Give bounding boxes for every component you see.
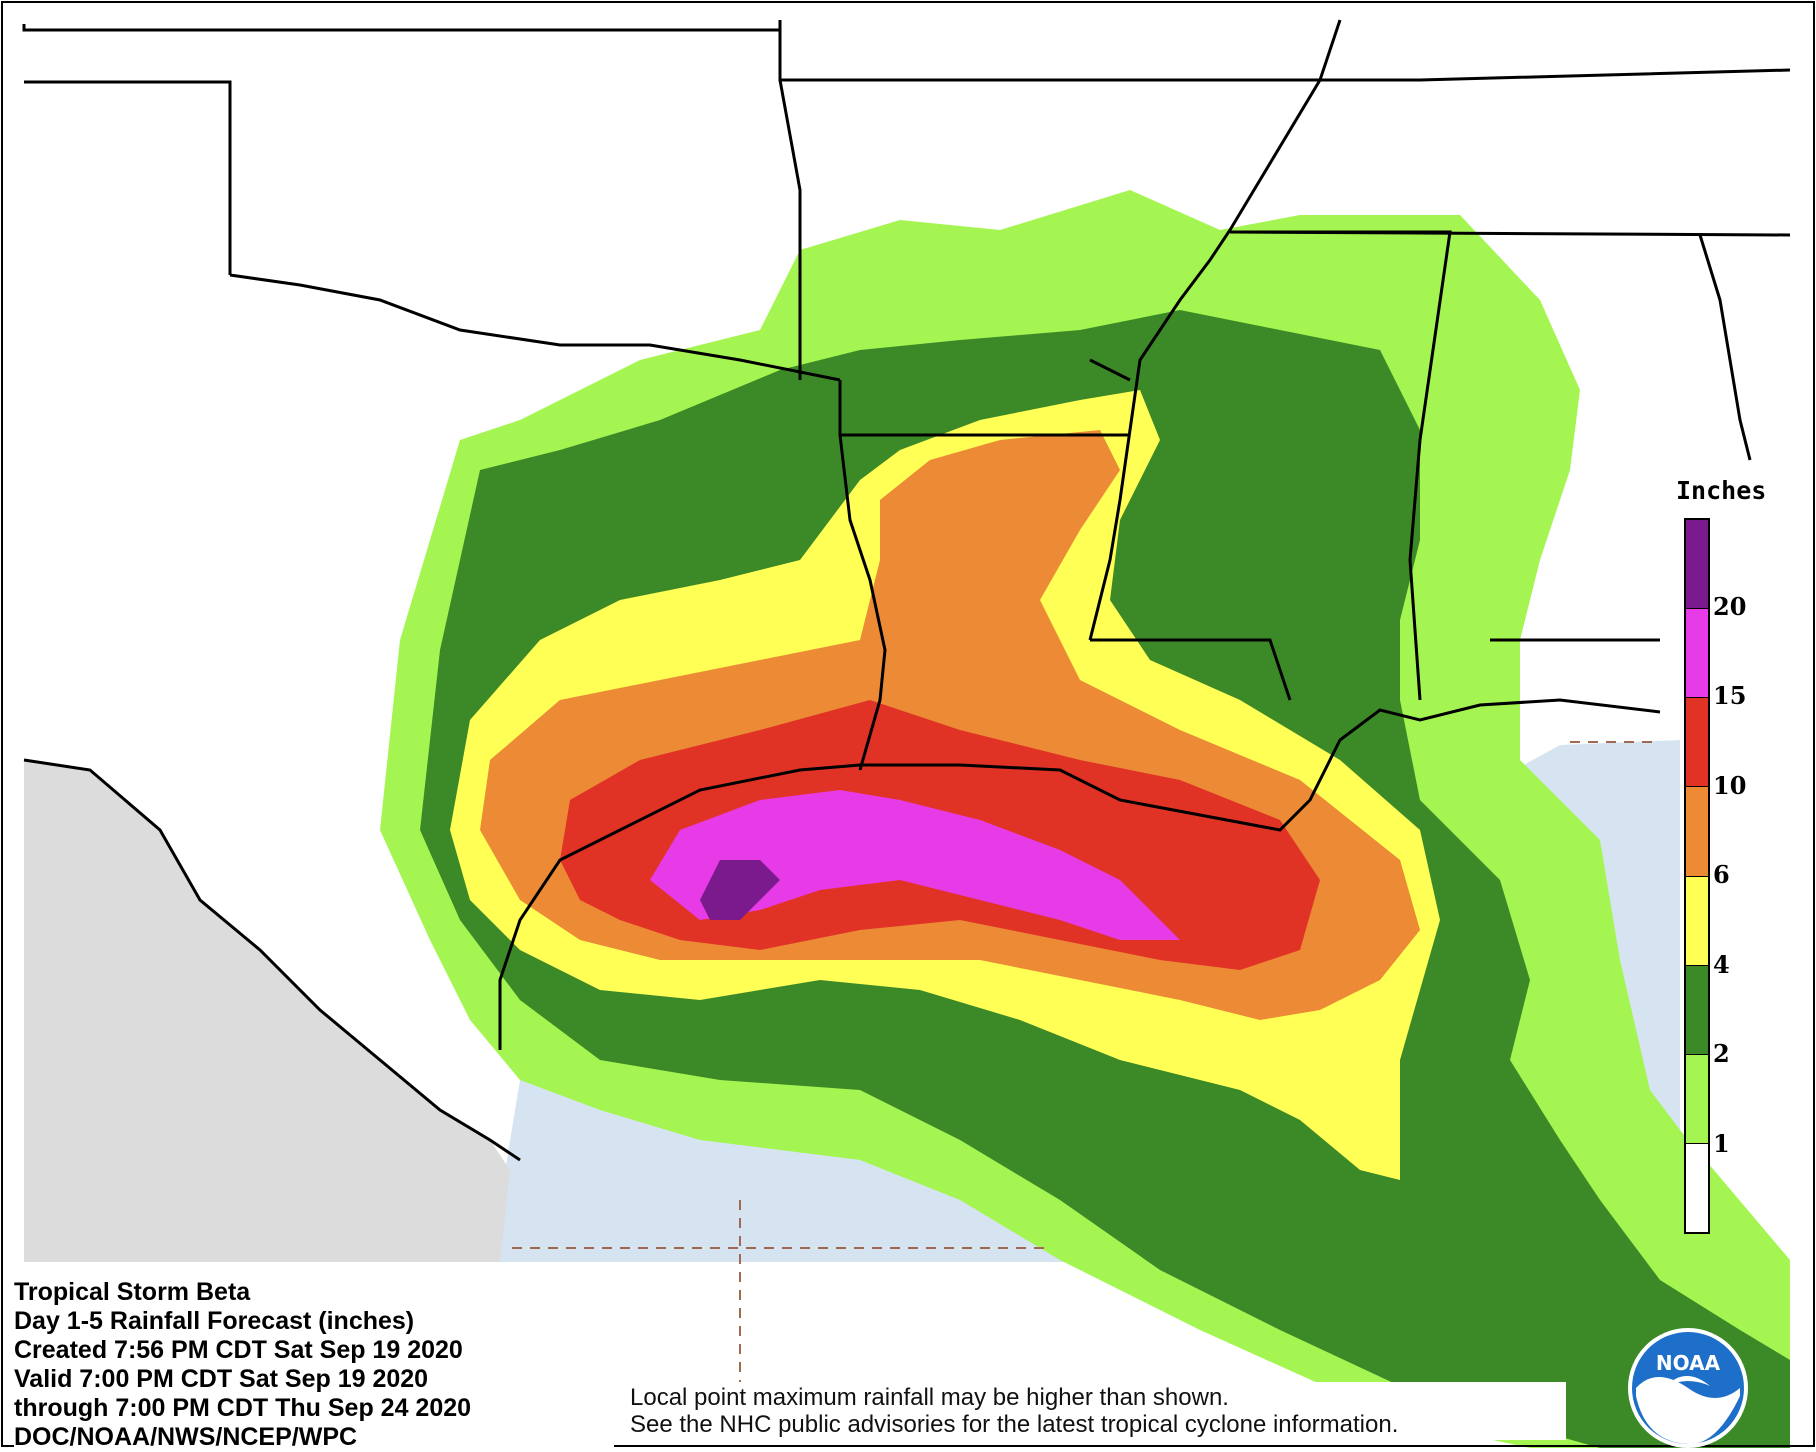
contour-15in bbox=[650, 790, 1180, 940]
boundary-ar-la bbox=[838, 434, 887, 771]
valid-start: Valid 7:00 PM CDT Sat Sep 19 2020 bbox=[14, 1365, 429, 1393]
valid-end: through 7:00 PM CDT Thu Sep 24 2020 bbox=[14, 1394, 472, 1422]
boundary-ok-north bbox=[24, 80, 232, 275]
state-boundaries bbox=[22, 19, 1791, 1162]
legend-swatch bbox=[1686, 876, 1708, 966]
legend-swatch bbox=[1686, 1054, 1708, 1144]
legend-tick-label: 6 bbox=[1713, 860, 1730, 889]
mexico-region bbox=[24, 760, 510, 1262]
legend-swatch bbox=[1686, 609, 1708, 699]
legend-tick-label: 20 bbox=[1713, 591, 1747, 621]
legend-tick-label: 10 bbox=[1713, 770, 1747, 800]
boundary-ar-ms-east bbox=[1089, 358, 1131, 382]
boundary-red-river bbox=[229, 273, 841, 382]
created-time: Created 7:56 PM CDT Sat Sep 19 2020 bbox=[14, 1336, 463, 1364]
forecast-type: Day 1-5 Rainfall Forecast (inches) bbox=[14, 1307, 415, 1335]
mexico-border bbox=[23, 758, 521, 1162]
boundary-ks-ok bbox=[22, 24, 780, 32]
legend-swatch bbox=[1686, 1143, 1708, 1232]
disclaimer: Local point maximum rainfall may be high… bbox=[624, 1382, 1566, 1440]
legend-swatch bbox=[1686, 698, 1708, 788]
storm-name: Tropical Storm Beta bbox=[14, 1278, 251, 1306]
boundary-al-ga bbox=[1698, 234, 1752, 461]
forecast-info-block: Tropical Storm Beta Day 1-5 Rainfall For… bbox=[14, 1278, 614, 1452]
disclaimer-line-1: Local point maximum rainfall may be high… bbox=[630, 1384, 1229, 1411]
boundary-mo-north bbox=[778, 20, 1791, 82]
legend-tick-label: 4 bbox=[1713, 949, 1730, 979]
legend-swatch bbox=[1686, 965, 1708, 1055]
legend-tick-label: 15 bbox=[1713, 681, 1747, 710]
noaa-logo-text: NOAA bbox=[1656, 1351, 1721, 1375]
legend-tick-label: 2 bbox=[1713, 1039, 1730, 1068]
disclaimer-line-2: See the NHC public advisories for the la… bbox=[630, 1411, 1399, 1438]
boundary-tn-south bbox=[1229, 230, 1791, 237]
boundary-la-ms bbox=[1090, 638, 1292, 701]
rainfall-contours bbox=[380, 190, 1790, 1448]
issuing-agency: DOC/NOAA/NWS/NCEP/WPC bbox=[14, 1423, 358, 1451]
noaa-logo: NOAA bbox=[1628, 1328, 1748, 1448]
gulf-coast bbox=[498, 698, 1661, 1050]
legend-colorbar bbox=[1684, 518, 1710, 1234]
contour-20in bbox=[700, 860, 780, 920]
legend-swatch bbox=[1686, 787, 1708, 877]
legend-swatch bbox=[1686, 520, 1708, 610]
boundary-ok-ar bbox=[778, 79, 802, 380]
legend-title: Inches bbox=[1676, 476, 1767, 505]
boundary-mississippi bbox=[1088, 19, 1342, 641]
legend-tick-label: 1 bbox=[1713, 1128, 1730, 1158]
